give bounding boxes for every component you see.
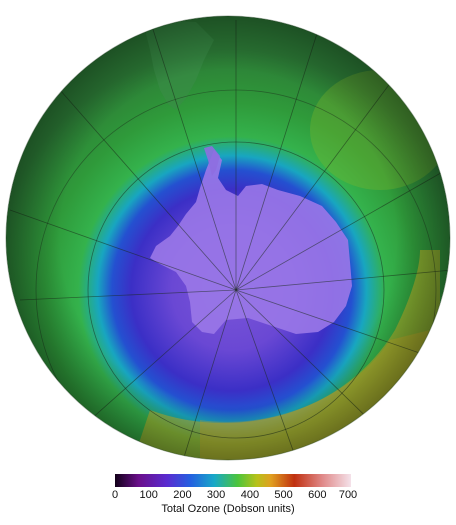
ozone-map bbox=[5, 15, 451, 461]
globe-outline bbox=[5, 15, 451, 461]
colorbar-tick: 0 bbox=[111, 489, 119, 501]
colorbar-tick: 600 bbox=[308, 489, 327, 501]
colorbar-tick: 200 bbox=[173, 489, 192, 501]
colorbar bbox=[115, 474, 351, 487]
colorbar-tick-labels: 0 100 200 300 400 500 600 700 bbox=[111, 489, 357, 503]
colorbar-tick: 400 bbox=[240, 489, 260, 501]
colorbar-tick: 700 bbox=[338, 489, 358, 501]
colorbar-tick: 100 bbox=[139, 489, 158, 501]
colorbar-title: Total Ozone (Dobson units) bbox=[161, 503, 295, 515]
colorbar-tick: 300 bbox=[206, 489, 226, 501]
colorbar-tick: 500 bbox=[274, 489, 293, 501]
